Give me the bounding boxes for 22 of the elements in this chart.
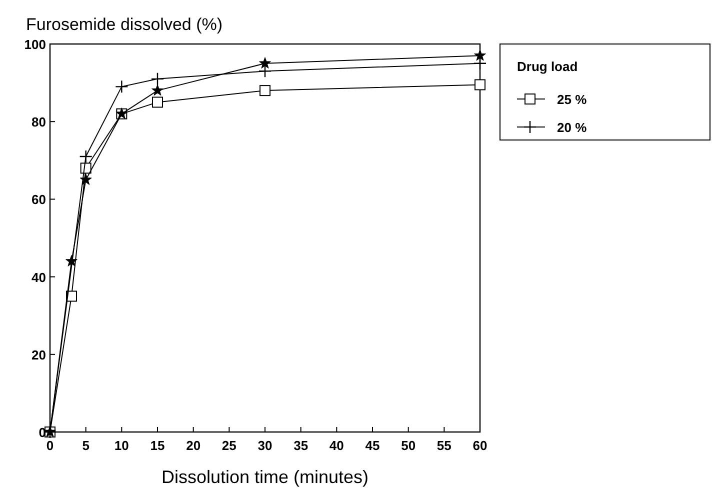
y-tick-label: 60 — [32, 192, 46, 208]
x-tick-label: 45 — [365, 438, 380, 453]
x-axis-title: Dissolution time (minutes) — [161, 467, 369, 487]
x-tick-label: 30 — [258, 438, 272, 453]
x-tick-label: 35 — [294, 438, 308, 453]
x-tick-label: 55 — [436, 438, 452, 453]
legend-label: 20 % — [557, 120, 588, 135]
legend-title: Drug load — [517, 59, 578, 74]
y-tick-label: 40 — [32, 270, 46, 285]
x-tick-label: 40 — [329, 438, 344, 453]
x-tick-label: 15 — [150, 438, 165, 453]
y-tick-label: 100 — [24, 37, 46, 52]
legend-label: 25 % — [557, 92, 588, 107]
x-tick-label: 20 — [186, 438, 201, 453]
y-tick-label: 20 — [32, 347, 46, 362]
x-tick-label: 10 — [114, 438, 129, 453]
chart-title: Furosemide dissolved (%) — [26, 15, 223, 34]
y-tick-label: 80 — [32, 114, 46, 130]
x-tick-label: 50 — [401, 438, 416, 453]
x-tick-label: 5 — [82, 438, 90, 453]
x-tick-label: 60 — [472, 438, 488, 453]
x-tick-label: 25 — [222, 438, 236, 453]
